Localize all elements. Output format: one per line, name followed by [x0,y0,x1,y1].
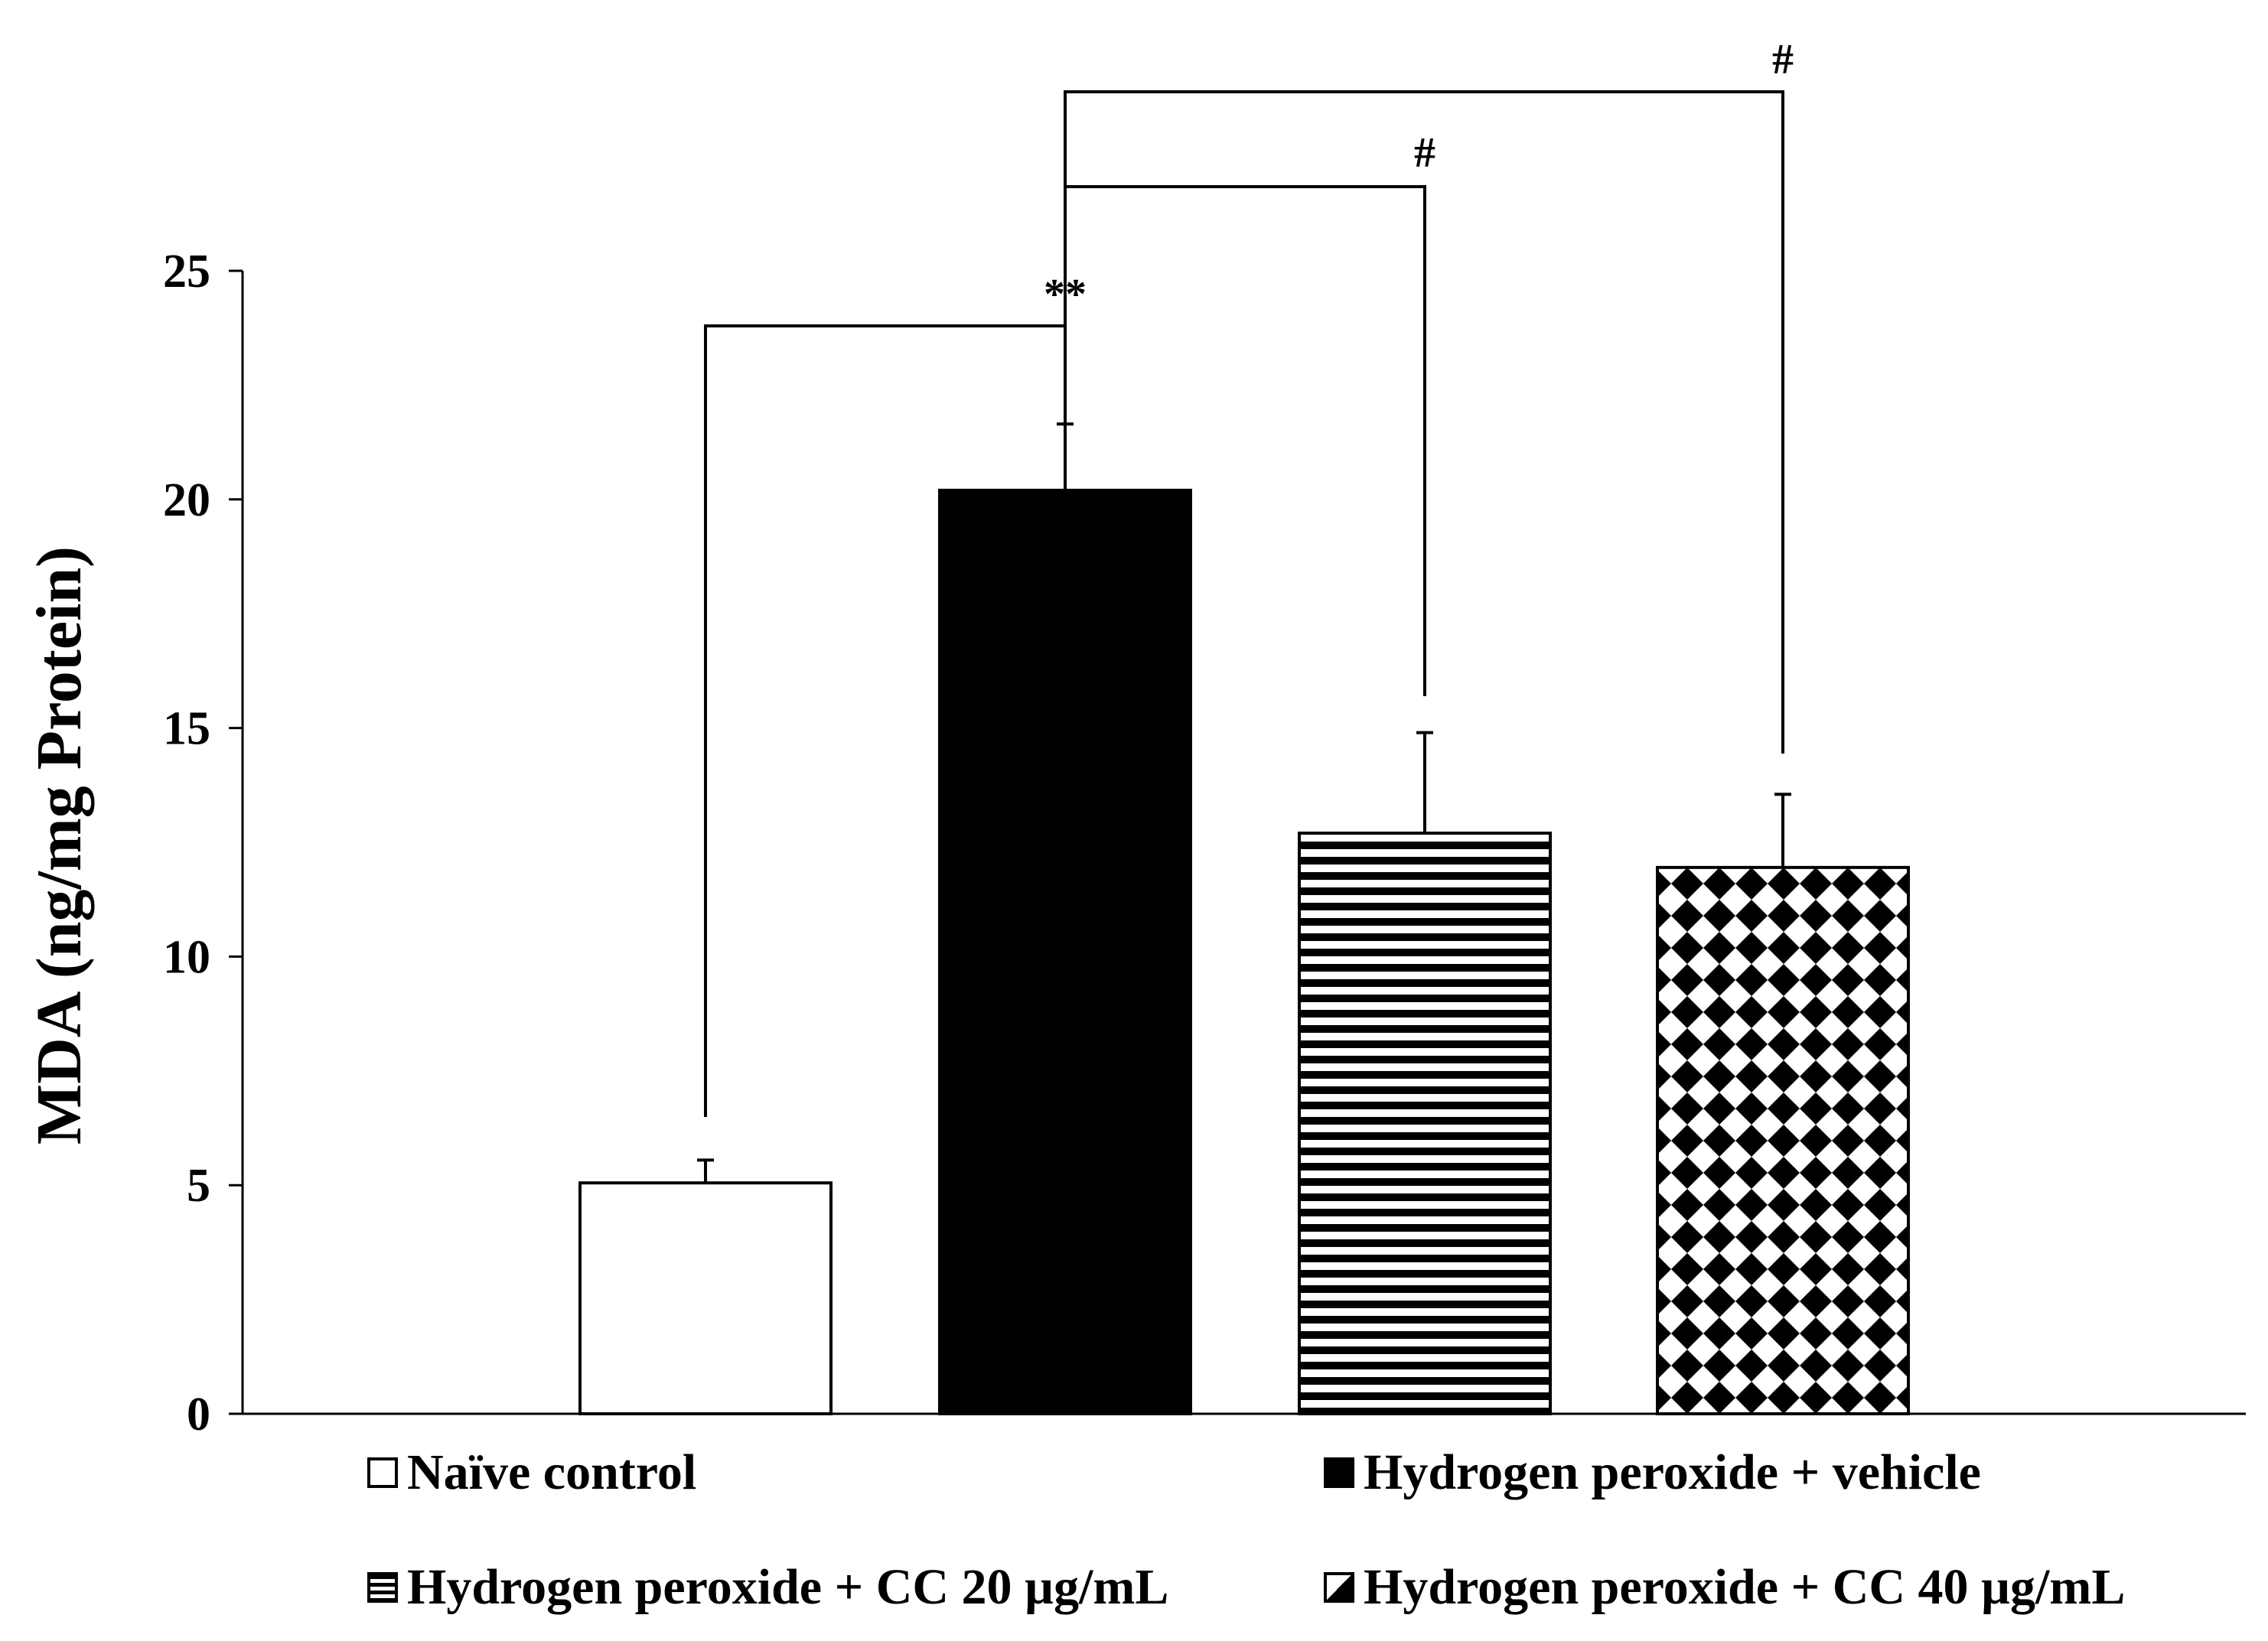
y-tick-label: 10 [163,931,210,983]
y-axis: 0 5 10 15 20 25 [163,246,244,1441]
significance-label-2: # [1772,36,1794,83]
significance-brackets: **## [704,36,1794,1117]
bar-0 [578,1181,833,1416]
y-axis-title: MDA (ng/mg Protein) [24,546,95,1144]
bar-2 [1298,832,1552,1415]
legend-item-naive-control: Naïve control [367,1438,696,1507]
legend-item-vehicle: Hydrogen peroxide + vehicle [1324,1438,1981,1507]
bar-3 [1656,865,1910,1416]
legend-label: Hydrogen peroxide + vehicle [1364,1444,1981,1500]
legend-label: Hydrogen peroxide + CC 40 µg/mL [1364,1559,2126,1615]
bar-1 [938,488,1192,1415]
white-swatch-icon [367,1457,398,1488]
significance-label-1: # [1414,129,1435,177]
y-tick-label: 0 [187,1389,210,1441]
y-tick-label: 25 [163,246,210,298]
y-tick-label: 5 [187,1160,210,1212]
checker-swatch-icon [1324,1572,1354,1603]
stripes-swatch-icon [367,1572,398,1603]
bars [578,488,1910,1416]
legend-label: Hydrogen peroxide + CC 20 µg/mL [407,1559,1169,1615]
error-bars [697,422,1791,1184]
y-tick-label: 15 [163,703,210,755]
legend-label: Naïve control [407,1444,697,1500]
legend: Naïve control Hydrogen peroxide + vehicl… [367,1438,2250,1622]
legend-item-cc20: Hydrogen peroxide + CC 20 µg/mL [367,1553,1168,1622]
black-swatch-icon [1324,1457,1354,1488]
legend-item-cc40: Hydrogen peroxide + CC 40 µg/mL [1324,1553,2125,1622]
y-tick-label: 20 [163,474,210,526]
significance-bracket-2 [1064,90,1784,754]
